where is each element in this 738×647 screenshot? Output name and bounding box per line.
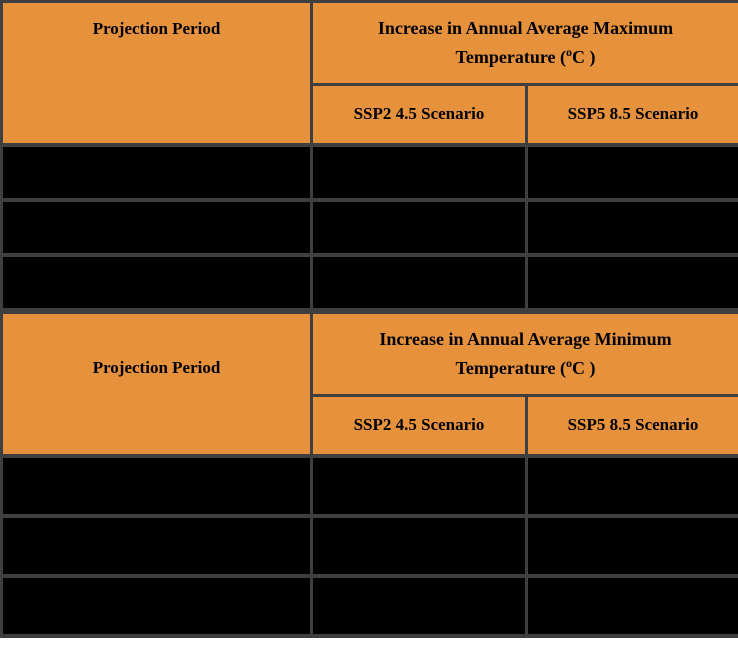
degree-superscript: o (565, 356, 572, 370)
ssp2-scenario-header: SSP2 4.5 Scenario (310, 394, 528, 457)
max-temperature-group-header: Increase in Annual Average Maximum Tempe… (310, 0, 738, 86)
data-cell (525, 197, 738, 256)
group-title-line2-suffix: C ) (571, 358, 596, 378)
max-temperature-table: Projection Period Increase in Annual Ave… (0, 0, 738, 311)
ssp5-scenario-header: SSP5 8.5 Scenario (525, 83, 738, 146)
group-title-line1: Increase in Annual Average Minimum (379, 329, 672, 349)
data-cell (525, 513, 738, 577)
group-title-line2: Temperature (oC ) (315, 43, 737, 72)
data-row (0, 573, 738, 638)
data-row (0, 142, 738, 201)
header-row-scenarios: SSP2 4.5 Scenario SSP5 8.5 Scenario (2, 83, 738, 146)
data-cell (310, 453, 528, 517)
data-cell (310, 513, 528, 577)
header-row-scenarios: SSP2 4.5 Scenario SSP5 8.5 Scenario (2, 394, 738, 457)
header-row-group: Projection Period Increase in Annual Ave… (0, 311, 738, 457)
projection-period-header: Projection Period (0, 0, 313, 146)
data-cell (310, 197, 528, 256)
data-cell (310, 142, 528, 201)
data-cell (0, 197, 313, 256)
data-cell (525, 252, 738, 311)
group-title-line2: Temperature (oC ) (315, 354, 737, 383)
data-cell (525, 453, 738, 517)
min-temperature-group-header: Increase in Annual Average Minimum Tempe… (310, 311, 738, 397)
data-cell (0, 513, 313, 577)
min-temperature-table: Projection Period Increase in Annual Ave… (0, 311, 738, 638)
degree-superscript: o (565, 45, 572, 59)
projection-period-header: Projection Period (0, 311, 313, 457)
data-cell (525, 573, 738, 638)
group-title-line2-prefix: Temperature ( (455, 358, 566, 378)
data-cell (0, 252, 313, 311)
data-cell (0, 453, 313, 517)
group-title-line2-suffix: C ) (571, 47, 596, 67)
data-cell (310, 252, 528, 311)
group-title-line1: Increase in Annual Average Maximum (377, 18, 674, 38)
ssp5-scenario-header: SSP5 8.5 Scenario (525, 394, 738, 457)
ssp2-scenario-header: SSP2 4.5 Scenario (310, 83, 528, 146)
data-cell (525, 142, 738, 201)
group-title-line2-prefix: Temperature ( (455, 47, 566, 67)
data-row (0, 197, 738, 256)
data-cell (310, 573, 528, 638)
data-row (0, 513, 738, 577)
data-cell (0, 573, 313, 638)
data-row (0, 453, 738, 517)
header-row-group: Projection Period Increase in Annual Ave… (0, 0, 738, 146)
data-row (0, 252, 738, 311)
data-cell (0, 142, 313, 201)
